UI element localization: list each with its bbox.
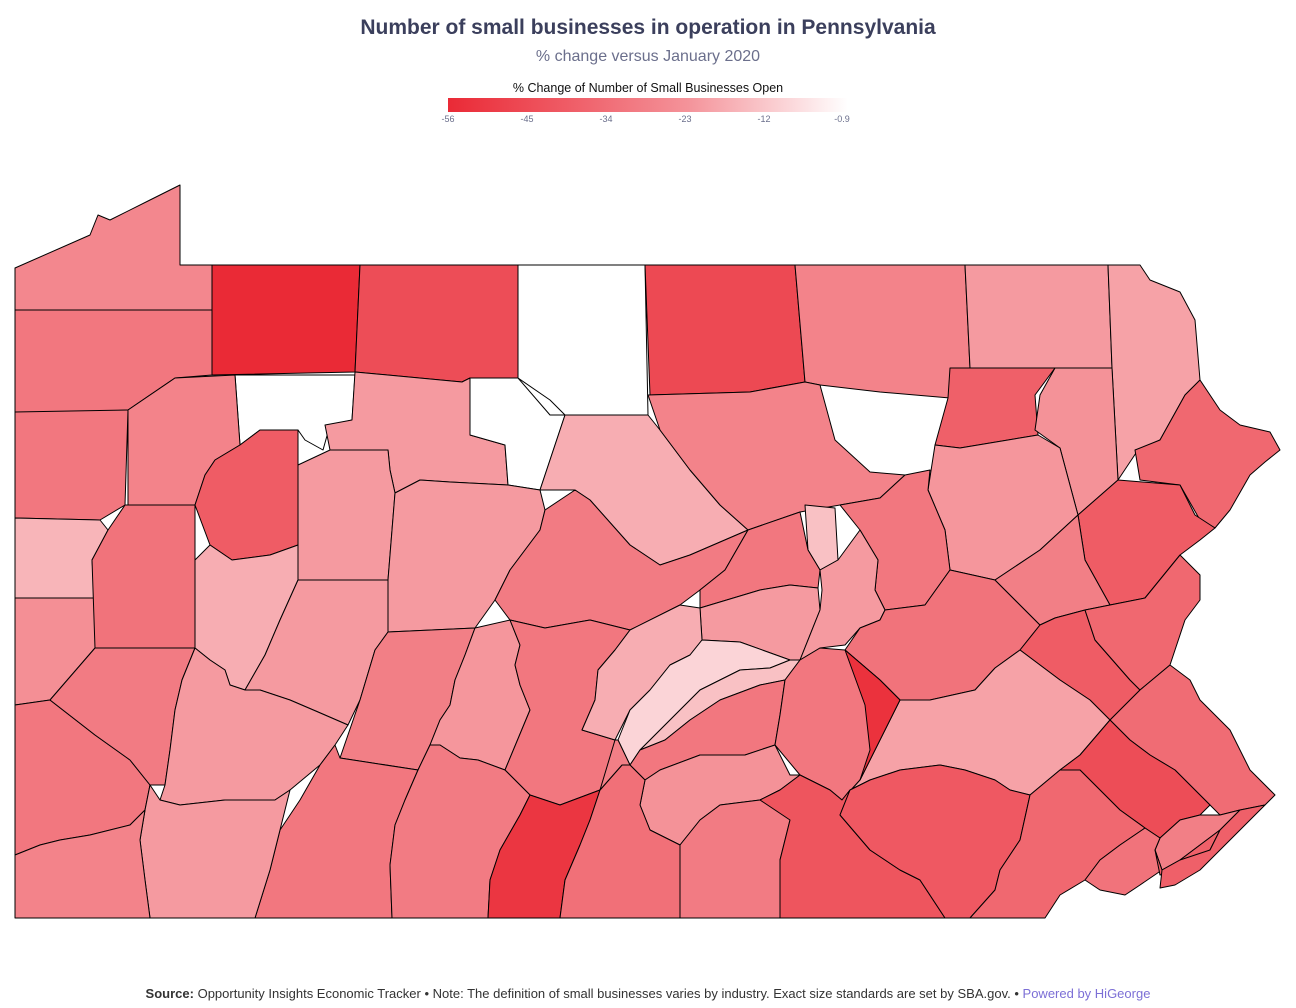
footer-note: Note: The definition of small businesses… (432, 986, 1011, 1001)
county-region[interactable] (794, 264, 971, 399)
county-region[interactable] (297, 449, 396, 581)
county-region[interactable] (517, 264, 649, 416)
legend-tick: -0.9 (834, 114, 850, 124)
page-title: Number of small businesses in operation … (360, 16, 936, 39)
footer-source-text: Opportunity Insights Economic Tracker (197, 986, 421, 1001)
county-region[interactable] (1084, 554, 1201, 691)
legend-tick: -45 (520, 114, 534, 124)
county-region[interactable] (1084, 827, 1163, 896)
legend-tick: -12 (757, 114, 771, 124)
page-subtitle: % change versus January 2020 (535, 48, 761, 65)
county-region[interactable] (211, 264, 361, 376)
footer-source-line: Source: Opportunity Insights Economic Tr… (0, 986, 1296, 1001)
county-region[interactable] (964, 264, 1113, 369)
legend-tick: -23 (678, 114, 692, 124)
footer-separator: • (1014, 986, 1019, 1001)
powered-by-link[interactable]: Powered by HiGeorge (1022, 986, 1151, 1001)
county-region[interactable] (1159, 804, 1266, 889)
county-region[interactable] (644, 264, 806, 396)
legend-gradient-bar (448, 98, 848, 112)
footer-separator: • (424, 986, 430, 1001)
county-region[interactable] (844, 649, 901, 781)
footer-source-label: Source: (145, 986, 194, 1001)
county-region[interactable] (354, 264, 519, 383)
county-region[interactable] (14, 184, 213, 311)
legend-title: % Change of Number of Small Businesses O… (512, 81, 784, 95)
county-region[interactable] (14, 409, 129, 521)
county-region[interactable] (91, 504, 196, 649)
county-region[interactable] (1134, 379, 1281, 529)
county-region[interactable] (599, 739, 631, 791)
county-region[interactable] (14, 809, 151, 919)
county-region[interactable] (494, 489, 749, 631)
legend-tick: -34 (599, 114, 613, 124)
legend-tick: -56 (441, 114, 455, 124)
